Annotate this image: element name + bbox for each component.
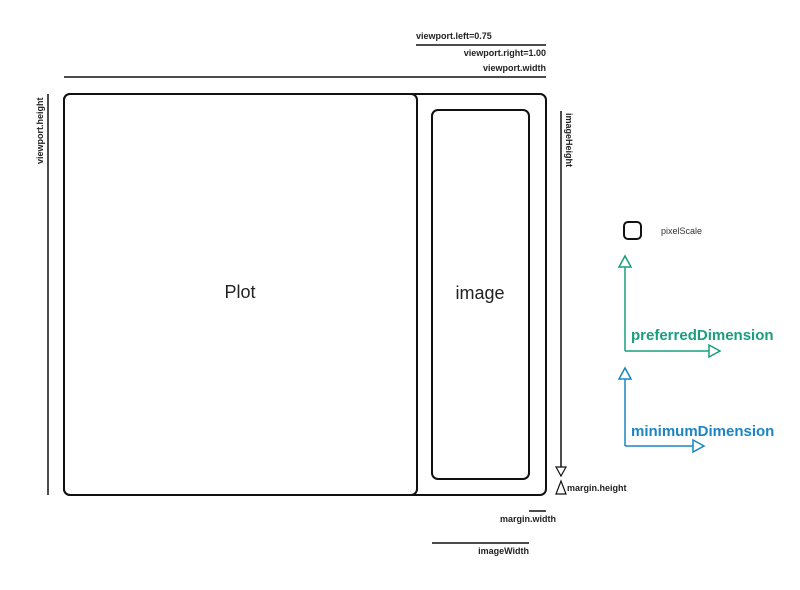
viewport-left-label: viewport.left=0.75 <box>416 31 492 41</box>
viewport-height-label: viewport.height <box>35 97 45 164</box>
margin-width-label: margin.width <box>500 514 556 524</box>
pixel-scale-label: pixelScale <box>661 226 702 236</box>
image-height-label: imageHeight <box>564 113 574 167</box>
margin-height-label: margin.height <box>567 483 627 493</box>
viewport-width-label: viewport.width <box>483 63 546 73</box>
preferred-dimension-label: preferredDimension <box>631 327 774 344</box>
image-box <box>431 109 530 480</box>
viewport-right-label: viewport.right=1.00 <box>464 48 546 58</box>
image-label: image <box>455 283 504 303</box>
pixel-scale-square <box>623 221 642 240</box>
margin-height-arrow <box>555 479 567 495</box>
plot-box <box>63 93 418 496</box>
image-width-label: imageWidth <box>478 546 529 556</box>
minimum-dimension-label: minimumDimension <box>631 423 774 440</box>
plot-label: Plot <box>224 282 255 302</box>
